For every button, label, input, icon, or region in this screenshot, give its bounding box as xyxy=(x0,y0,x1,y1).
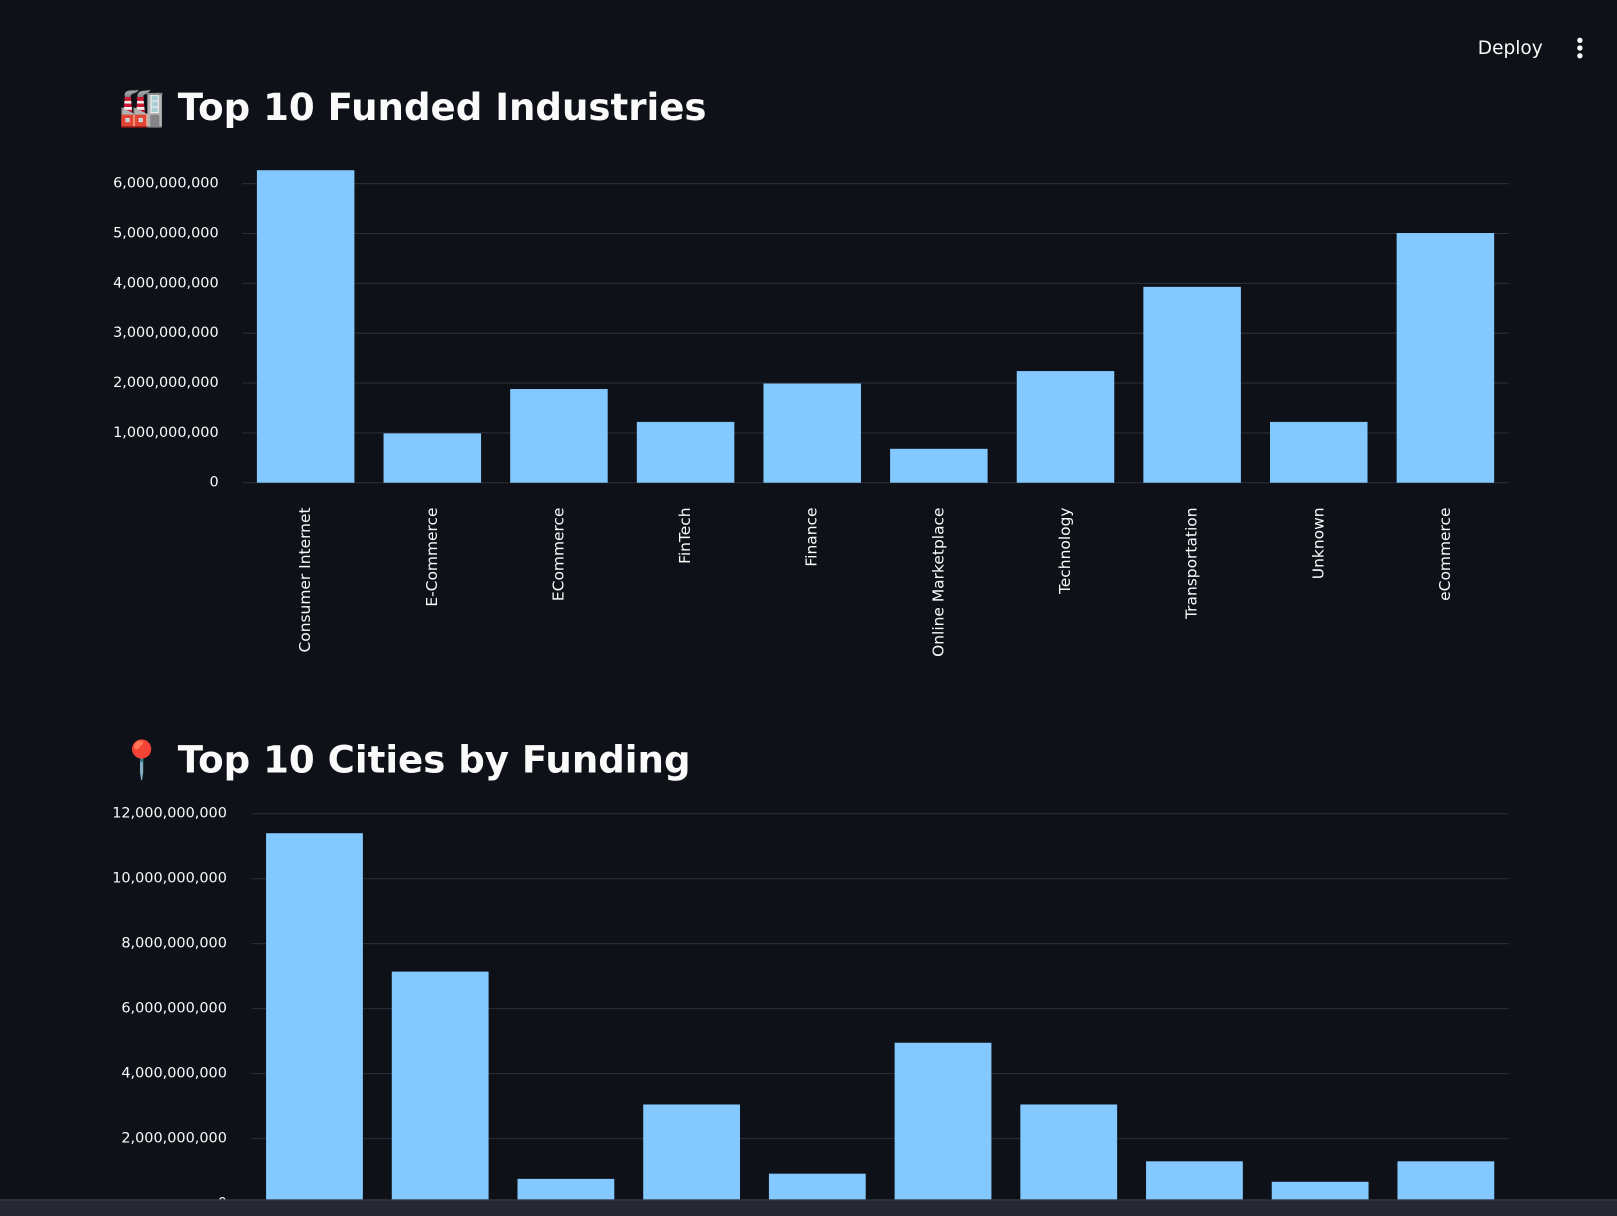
menu-dot xyxy=(1577,53,1583,59)
menu-button[interactable] xyxy=(1577,37,1583,59)
bar xyxy=(383,433,482,483)
bar xyxy=(1271,1181,1369,1204)
bar xyxy=(1397,1161,1495,1204)
y-tick-label: 6,000,000,000 xyxy=(121,1001,227,1017)
y-tick-label: 4,000,000,000 xyxy=(121,1066,227,1082)
bar xyxy=(1146,1161,1243,1204)
x-tick-label: FinTech xyxy=(676,507,694,563)
y-tick-label: 2,000,000,000 xyxy=(113,375,219,391)
chart-title: 🏭 Top 10 Funded Industries xyxy=(119,86,707,129)
bar xyxy=(391,971,489,1204)
x-tick-label: Finance xyxy=(803,507,821,566)
y-tick-label: 3,000,000,000 xyxy=(113,325,219,341)
bar xyxy=(894,1042,992,1204)
bar xyxy=(266,833,363,1204)
bar xyxy=(256,170,355,483)
bar xyxy=(768,1173,866,1204)
x-tick-label: Transportation xyxy=(1183,507,1201,620)
y-tick-label: 5,000,000,000 xyxy=(113,226,219,242)
x-tick-label: Online Marketplace xyxy=(929,507,947,656)
chart-title: 📍 Top 10 Cities by Funding xyxy=(119,739,691,782)
bar xyxy=(1396,233,1495,483)
x-tick-label: Consumer Internet xyxy=(296,507,314,652)
x-tick-label: eCommerce xyxy=(1436,507,1454,600)
bar xyxy=(1020,1104,1118,1204)
menu-dot xyxy=(1577,37,1583,43)
y-tick-label: 4,000,000,000 xyxy=(113,275,219,291)
x-tick-label: Technology xyxy=(1056,507,1074,595)
bar xyxy=(1016,371,1115,483)
bar xyxy=(1143,286,1241,483)
x-tick-label: ECommerce xyxy=(549,507,567,601)
y-tick-label: 2,000,000,000 xyxy=(121,1131,227,1147)
bar xyxy=(1270,421,1368,483)
menu-dot xyxy=(1577,45,1583,51)
bar xyxy=(763,383,861,483)
y-tick-label: 12,000,000,000 xyxy=(112,806,227,822)
y-tick-label: 10,000,000,000 xyxy=(112,871,227,887)
x-tick-label: Unknown xyxy=(1309,507,1327,579)
bar xyxy=(510,389,608,483)
footer-bar xyxy=(0,1199,1617,1216)
y-tick-label: 8,000,000,000 xyxy=(121,936,227,952)
bar xyxy=(636,421,735,483)
bar xyxy=(643,1104,741,1204)
y-tick-label: 0 xyxy=(209,475,218,491)
y-tick-label: 6,000,000,000 xyxy=(113,176,219,192)
y-tick-label: 1,000,000,000 xyxy=(113,425,219,441)
x-tick-label: E-Commerce xyxy=(423,507,441,606)
bar xyxy=(890,448,988,483)
deploy-button[interactable]: Deploy xyxy=(1478,38,1543,59)
